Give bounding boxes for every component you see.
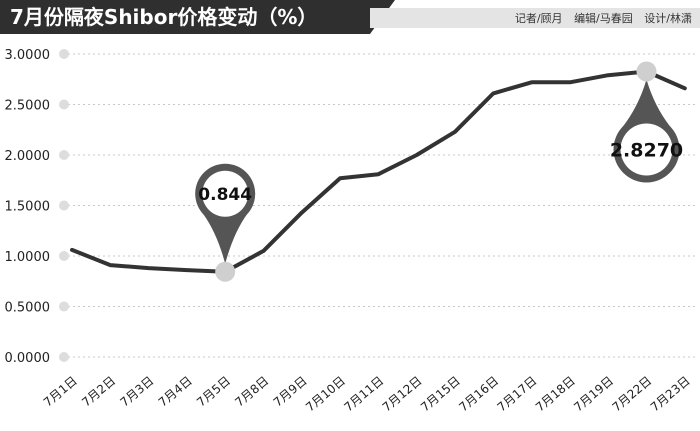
callout-min: 0.844 [195,163,256,264]
gridline-dot [59,99,69,110]
x-tick-label: 7月2日 [79,374,118,410]
callout-pointer [622,79,671,127]
y-tick-label: 0.0000 [5,351,51,366]
chart-title: 7月份隔夜Shibor价格变动（%） [10,5,318,29]
callout-value-label: 2.8270 [610,139,683,161]
credit-reporter: 记者/顾月 [514,12,563,25]
callout-layer: 0.844 2.8270 [195,61,683,282]
y-tick-label: 3.0000 [5,48,51,63]
series-layer [70,69,687,274]
x-tick-label: 7月22日 [609,374,654,415]
x-tick-label: 7月1日 [41,374,80,410]
gridline-dot [59,352,69,362]
x-tick-label: 7月16日 [456,374,501,415]
gridline-dot [59,200,69,211]
callout-pointer [203,214,247,264]
x-tick-label: 7月12日 [380,374,425,415]
gridline-dot [59,150,69,160]
grid-layer [59,49,695,362]
gridline-dot [59,301,69,312]
gridline-dot [59,251,69,261]
credit-designer: 设计/林潇 [644,12,692,25]
x-tick-label: 7月4日 [156,374,195,410]
x-tick-label: 7月17日 [495,374,540,415]
credit-editor: 编辑/马春园 [574,12,633,25]
x-tick-label: 7月18日 [533,374,578,415]
y-tick-label: 0.5000 [5,301,51,316]
callout-inner [620,123,673,176]
x-tick-label: 7月5日 [194,374,233,410]
callout-inner [202,170,249,217]
callout-max: 2.8270 [610,79,683,183]
gridline-dot [59,49,69,59]
y-tick-label: 2.0000 [5,149,51,164]
x-tick-label: 7月15日 [418,374,463,415]
x-tick-label: 7月3日 [117,374,156,410]
series-line [70,69,687,274]
chart-header: 7月份隔夜Shibor价格变动（%） 记者/顾月 编辑/马春园 设计/林潇 [0,0,700,34]
highlight-marker [215,261,236,282]
x-tick-label: 7月10日 [303,374,348,415]
x-axis-ticks: 7月1日 7月2日 7月3日 7月4日 7月5日 7月8日 7月9日7月10日7月11日7月… [41,374,693,415]
x-tick-label: 7月23日 [648,374,693,415]
y-axis-ticks: 0.0000 0.5000 1.0000 1.5000 2.0000 2.5000 3.00… [5,48,51,366]
x-tick-label: 7月11日 [341,374,386,415]
y-tick-label: 1.5000 [5,200,51,215]
callout-value-label: 0.844 [198,185,252,205]
x-tick-label: 7月8日 [232,374,271,410]
credits: 记者/顾月 编辑/马春园 设计/林潇 [507,10,692,26]
y-tick-label: 2.5000 [5,99,51,114]
title-banner-shape [0,0,395,34]
x-tick-label: 7月19日 [571,374,616,415]
highlight-marker [636,61,657,82]
y-tick-label: 1.0000 [5,250,51,265]
credits-band [370,8,700,28]
